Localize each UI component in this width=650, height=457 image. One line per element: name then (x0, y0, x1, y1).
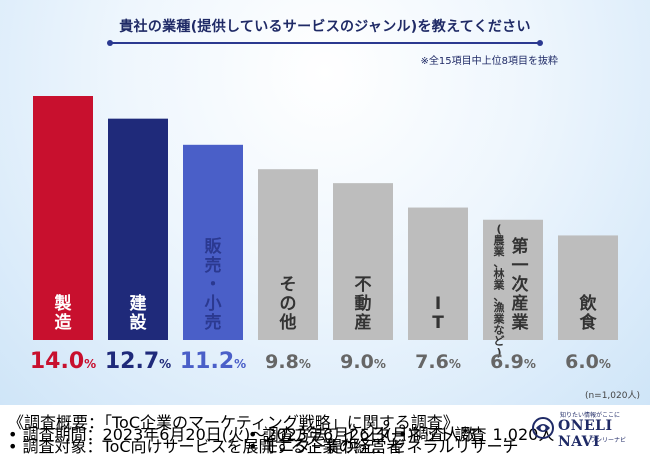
chart-note: ※全15項目中上位8項目を抜粋 (420, 56, 558, 67)
survey-summary: 《調査概要：「ToC企業のマーケティング戦略」に関する調査》 (8, 413, 459, 432)
category-label-2: 販売・小売 (205, 236, 223, 333)
category-label-4: 不動産 (355, 275, 372, 333)
category-label-3: その他 (279, 275, 297, 333)
value-label-7: 6.0% (565, 351, 611, 373)
survey-period: • 調査期間：2023年6月20日(火)～2023年6月26日(月) (8, 425, 415, 444)
bar-4 (333, 183, 393, 340)
category-sublabel-6: (農業、林業、漁業など) (493, 223, 506, 359)
value-label-2: 11.2% (180, 349, 246, 374)
survey-count: • 調査人数：1,020人 (398, 425, 555, 444)
category-label-7: 飲食 (579, 293, 598, 333)
sample-size: (n=1,020人) (585, 390, 640, 401)
bar-3 (258, 169, 318, 340)
value-label-1: 12.7% (105, 349, 171, 374)
bar-6 (483, 219, 543, 340)
category-label-6: 第一次産業 (512, 236, 529, 333)
logo-tagline: 知りたい情報がここに (560, 412, 621, 419)
bar-chart: 製造 14.0% 建設 12.7% 販売・小売 11.2% その他 9.8% 不動産 9.0% I T… (30, 96, 640, 401)
bar-7 (558, 235, 618, 340)
logo-name: ONELI NAVI (558, 418, 613, 450)
chart-title: 貴社の業種(提供しているサービスのジャンル)を教えてください (119, 19, 531, 35)
value-label-5: 7.6% (415, 351, 461, 373)
value-label-3: 9.8% (265, 351, 311, 373)
bar-1 (108, 118, 168, 341)
value-label-6: 6.9% (490, 351, 536, 373)
category-label-1: 建設 (130, 293, 148, 333)
bar-0 (33, 96, 93, 340)
logo-icon (532, 417, 554, 439)
logo-subname: ワンリーナビ (590, 437, 627, 444)
title-underline (107, 40, 543, 46)
survey-method: • 調査方法：インターネット調査 (248, 425, 487, 444)
bar-2 (183, 144, 243, 340)
value-label-4: 9.0% (340, 351, 386, 373)
value-label-0: 14.0% (30, 349, 96, 374)
category-label-0: 製造 (54, 293, 73, 333)
bar-5 (408, 207, 468, 340)
